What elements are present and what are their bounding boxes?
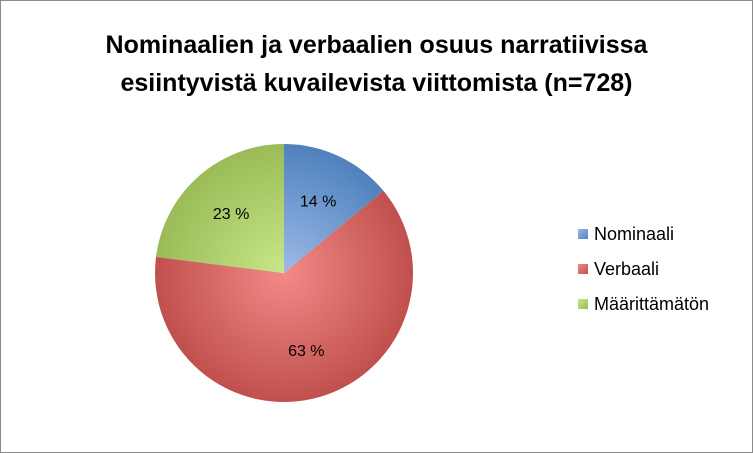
chart-title-line-1: Nominaalien ja verbaalien osuus narratii… — [105, 31, 648, 59]
pie-slice-nominaali — [284, 144, 384, 273]
pie-label-maarittamaton: 23 % — [213, 206, 249, 223]
chart-title: Nominaalien ja verbaalien osuus narratii… — [0, 26, 753, 102]
legend-swatch-verbaali — [578, 264, 588, 274]
chart-title-line-2: esiintyvistä kuvailevista viittomista (n… — [120, 69, 633, 97]
pie-labels: 14 % 63 % 23 % — [213, 194, 336, 360]
legend-item-nominaali: Nominaali — [578, 224, 709, 244]
legend-label-nominaali: Nominaali — [594, 223, 675, 244]
pie-label-nominaali: 14 % — [300, 194, 336, 211]
pie-slice-maarittamaton — [156, 144, 284, 273]
legend-label-maarittamaton: Määrittämätön — [594, 293, 710, 314]
legend-label-verbaali: Verbaali — [594, 258, 660, 279]
legend-swatch-maarittamaton — [578, 299, 588, 309]
legend-swatch-nominaali — [578, 229, 588, 239]
pie-slice-verbaali — [155, 190, 414, 402]
pie-label-verbaali: 63 % — [288, 343, 324, 360]
legend-item-maarittamaton: Määrittämätön — [578, 294, 709, 314]
legend: Nominaali Verbaali Määrittämätön — [578, 224, 709, 329]
legend-item-verbaali: Verbaali — [578, 259, 709, 279]
pie-slices — [155, 144, 414, 402]
